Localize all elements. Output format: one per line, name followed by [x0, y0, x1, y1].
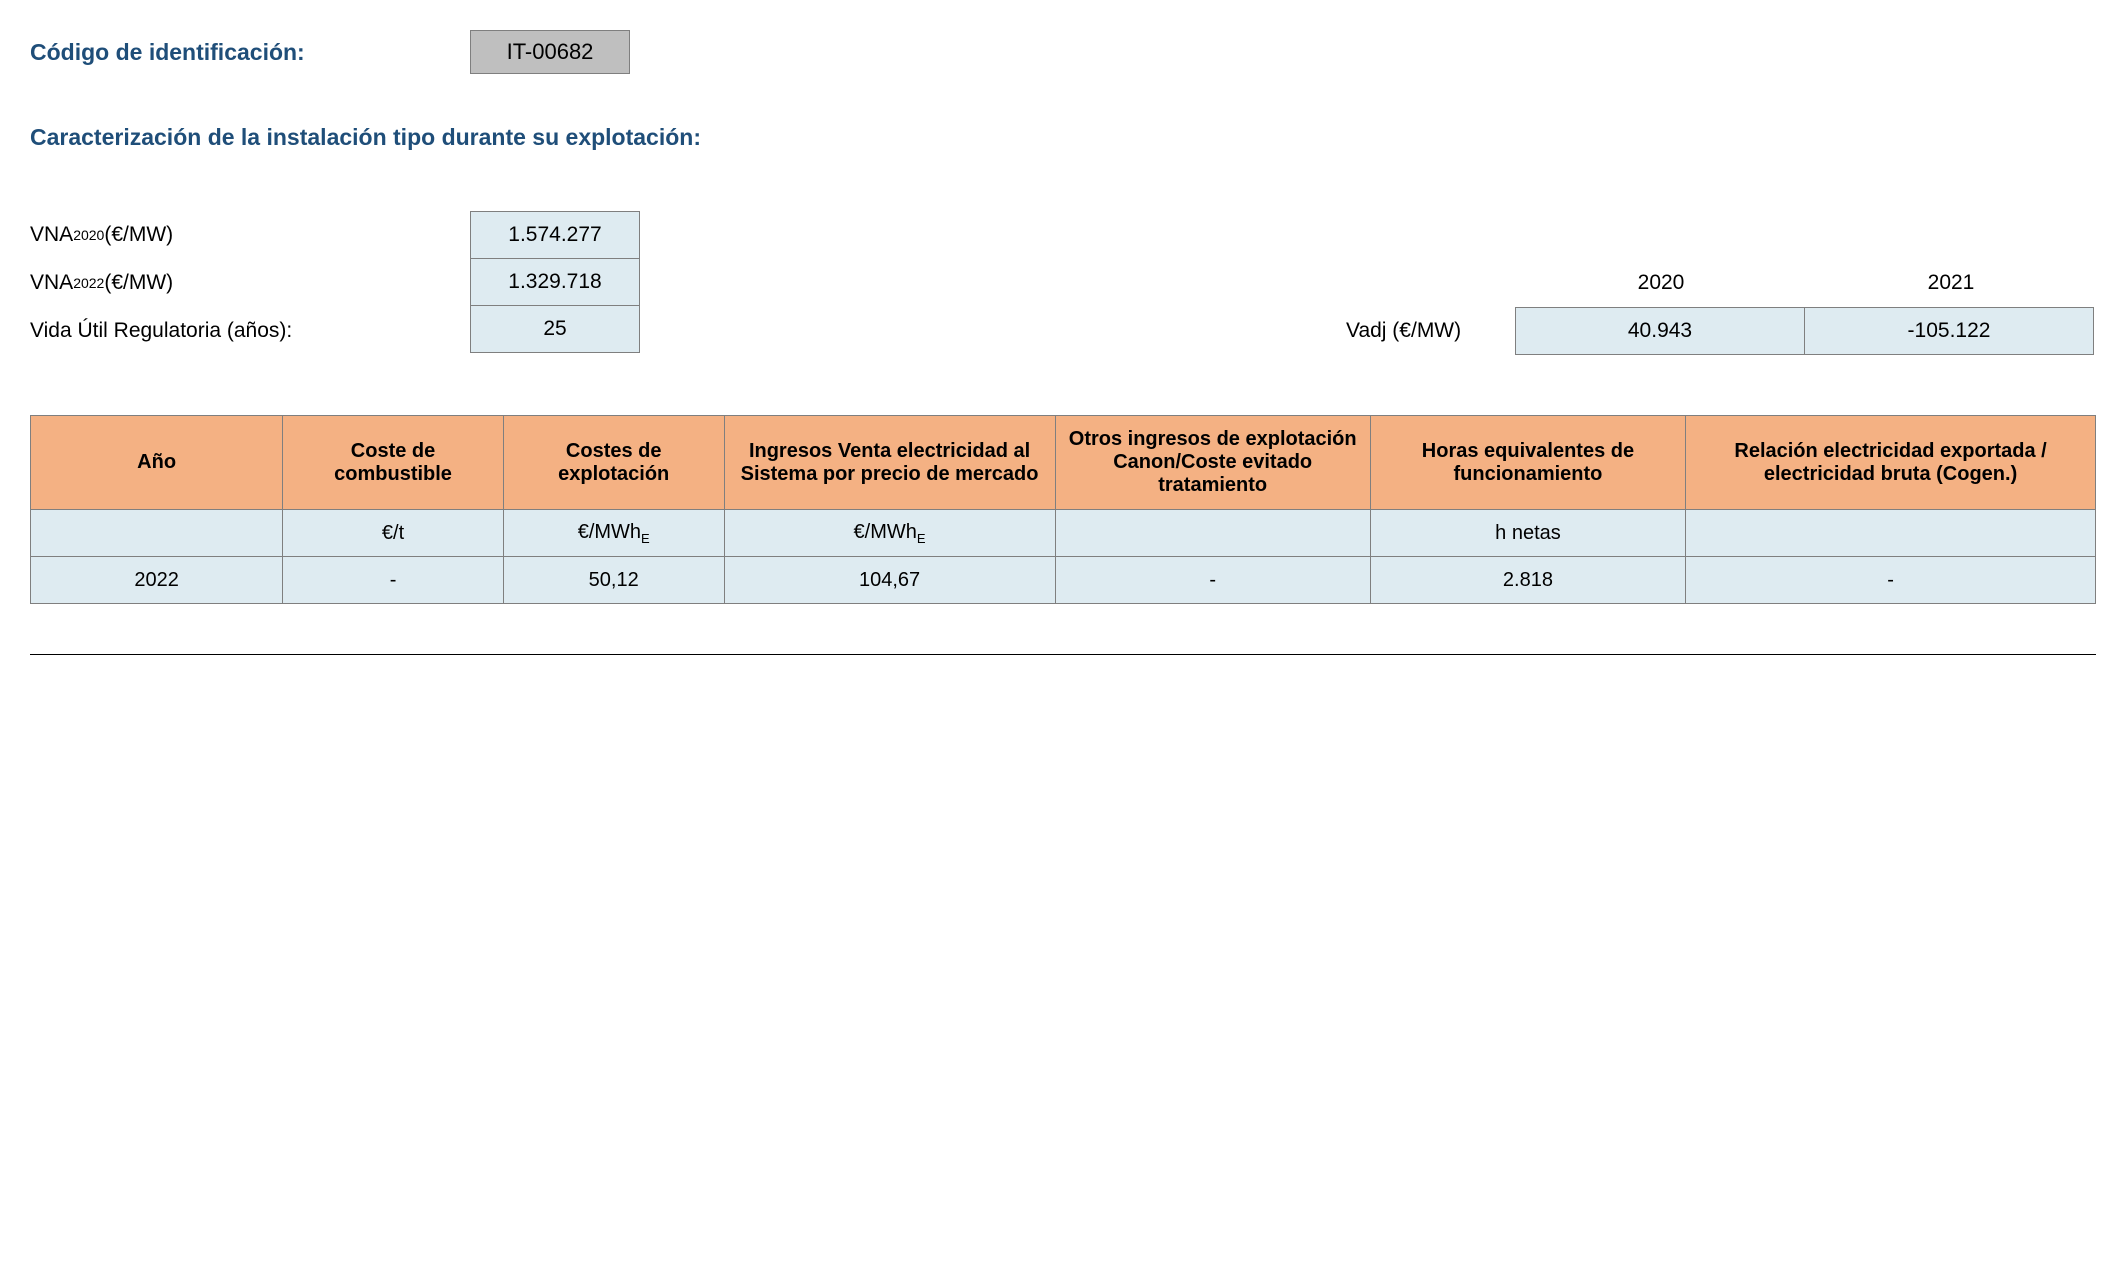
unit-otros [1055, 510, 1370, 557]
cell-relacion: - [1686, 557, 2096, 604]
code-value: IT-00682 [470, 30, 630, 74]
vida-value: 25 [470, 305, 640, 353]
th-otros: Otros ingresos de explotación Canon/Cost… [1055, 416, 1370, 510]
unit-ingresos: €/MWhE [724, 510, 1055, 557]
cell-ano: 2022 [31, 557, 283, 604]
cell-explotacion: 50,12 [503, 557, 724, 604]
year-headers: 2020 2021 [1346, 259, 2096, 307]
header-row: Código de identificación: IT-00682 [30, 30, 2096, 74]
params-left: VNA2020 (€/MW) VNA2022 (€/MW) Vida Útil … [30, 211, 640, 355]
param-labels: VNA2020 (€/MW) VNA2022 (€/MW) Vida Útil … [30, 211, 470, 355]
unit-relacion [1686, 510, 2096, 557]
vna-2020-value: 1.574.277 [470, 211, 640, 259]
vadj-2020-value: 40.943 [1515, 307, 1805, 355]
vna-2022-prefix: VNA [30, 271, 73, 295]
unit-ingresos-prefix: €/MWh [854, 521, 917, 543]
year-header-2020: 2020 [1516, 271, 1806, 295]
divider-line [30, 654, 2096, 655]
params-area: VNA2020 (€/MW) VNA2022 (€/MW) Vida Útil … [30, 211, 2096, 355]
section-title: Caracterización de la instalación tipo d… [30, 124, 2096, 151]
vadj-row: Vadj (€/MW) 40.943 -105.122 [1346, 307, 2096, 355]
param-values: 1.574.277 1.329.718 25 [470, 211, 640, 355]
vna-2022-label: VNA2022 (€/MW) [30, 259, 470, 307]
code-label: Código de identificación: [30, 39, 470, 66]
year-header-2021: 2021 [1806, 271, 2096, 295]
vida-label: Vida Útil Regulatoria (años): [30, 307, 470, 355]
params-right: 2020 2021 Vadj (€/MW) 40.943 -105.122 [1346, 259, 2096, 355]
vna-2022-value: 1.329.718 [470, 258, 640, 306]
unit-explotacion-prefix: €/MWh [578, 521, 641, 543]
th-relacion: Relación electricidad exportada / electr… [1686, 416, 2096, 510]
main-table: Año Coste de combustible Costes de explo… [30, 415, 2096, 604]
th-combustible: Coste de combustible [283, 416, 504, 510]
vna-2020-suffix: (€/MW) [104, 223, 173, 247]
unit-ingresos-sub: E [917, 531, 926, 546]
vadj-2021-value: -105.122 [1804, 307, 2094, 355]
unit-horas: h netas [1370, 510, 1685, 557]
cell-combustible: - [283, 557, 504, 604]
th-horas: Horas equivalentes de funcionamiento [1370, 416, 1685, 510]
cell-otros: - [1055, 557, 1370, 604]
unit-explotacion: €/MWhE [503, 510, 724, 557]
vna-2020-prefix: VNA [30, 223, 73, 247]
th-ano: Año [31, 416, 283, 510]
vadj-label: Vadj (€/MW) [1346, 319, 1516, 343]
cell-horas: 2.818 [1370, 557, 1685, 604]
header-row-main: Año Coste de combustible Costes de explo… [31, 416, 2096, 510]
unit-combustible: €/t [283, 510, 504, 557]
vna-2022-suffix: (€/MW) [104, 271, 173, 295]
unit-ano [31, 510, 283, 557]
unit-explotacion-sub: E [641, 531, 650, 546]
data-row: 2022 - 50,12 104,67 - 2.818 - [31, 557, 2096, 604]
vna-2022-sub: 2022 [73, 275, 104, 291]
cell-ingresos: 104,67 [724, 557, 1055, 604]
table-body: €/t €/MWhE €/MWhE h netas 2022 - 50,12 1… [31, 510, 2096, 604]
th-ingresos: Ingresos Venta electricidad al Sistema p… [724, 416, 1055, 510]
vna-2020-sub: 2020 [73, 227, 104, 243]
units-row: €/t €/MWhE €/MWhE h netas [31, 510, 2096, 557]
table-head: Año Coste de combustible Costes de explo… [31, 416, 2096, 510]
th-explotacion: Costes de explotación [503, 416, 724, 510]
vna-2020-label: VNA2020 (€/MW) [30, 211, 470, 259]
